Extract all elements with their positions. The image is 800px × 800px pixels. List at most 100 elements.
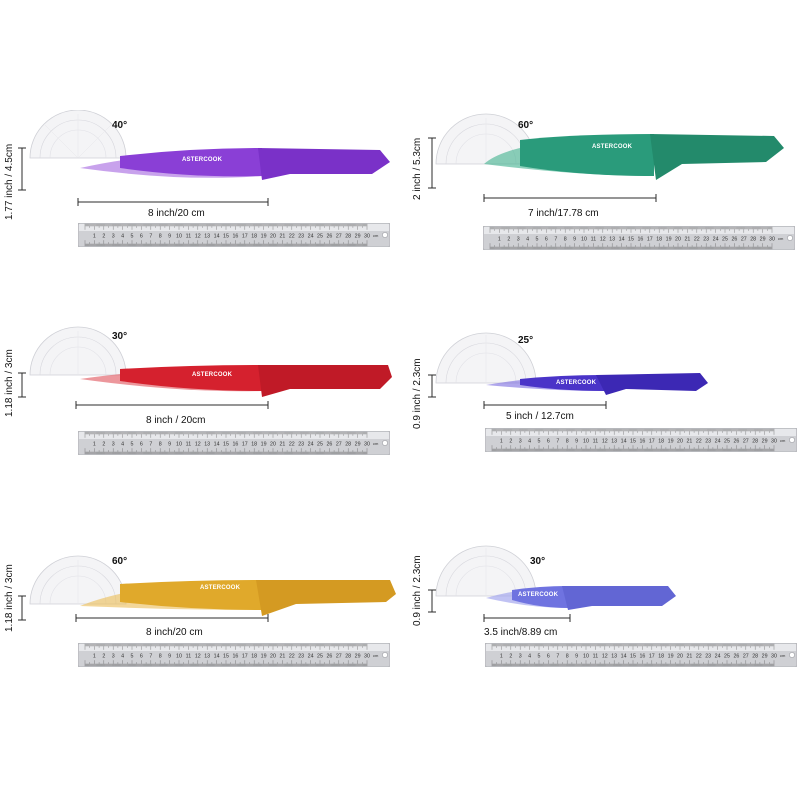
ruler-number: 16 — [639, 439, 645, 445]
ruler-number: 22 — [696, 439, 702, 445]
knife-panel-yellow: 60° ASTERCOOK 1.18 inch / 3cm 8 inch/20 … — [0, 540, 400, 800]
ruler-number: 22 — [694, 237, 700, 243]
length-label: 8 inch / 20cm — [146, 415, 205, 426]
ruler-number: 2 — [509, 439, 512, 445]
ruler-purple: 1 2 3 4 5 6 7 8 9 10 11 12 13 14 15 16 17 18 19 20 21 22 23 24 2… — [77, 222, 391, 248]
ruler-number: 25 — [317, 654, 323, 660]
ruler-number: 16 — [232, 234, 238, 240]
ruler-number: 3 — [519, 654, 522, 660]
ruler-number: 22 — [289, 234, 295, 240]
ruler-number: 13 — [611, 654, 617, 660]
ruler-number: 3 — [517, 237, 520, 243]
ruler-number: 11 — [186, 654, 192, 660]
ruler-number: 17 — [242, 234, 248, 240]
ruler-number: 6 — [547, 439, 550, 445]
knife-handle-red — [258, 365, 392, 397]
ruler-number: 30 — [364, 654, 370, 660]
angle-label: 30° — [112, 331, 127, 342]
ruler-number: 15 — [223, 442, 229, 448]
ruler-number: 20 — [677, 654, 683, 660]
ruler-number: 3 — [112, 654, 115, 660]
ruler-number: 9 — [575, 654, 578, 660]
ruler-number: 19 — [666, 237, 672, 243]
ruler-number: 10 — [581, 237, 587, 243]
ruler-number: 6 — [140, 442, 143, 448]
ruler-number: 3 — [112, 442, 115, 448]
ruler-number: 14 — [214, 442, 220, 448]
ruler-number: 18 — [658, 439, 664, 445]
ruler-number: 30 — [364, 442, 370, 448]
ruler-number: 2 — [507, 237, 510, 243]
ruler-number: 13 — [204, 654, 210, 660]
ruler-number: 20 — [270, 442, 276, 448]
ruler-number: 14 — [621, 654, 627, 660]
ruler-number: 19 — [261, 442, 267, 448]
height-label: 2 inch / 5.3cm — [412, 138, 423, 200]
ruler-number: 2 — [102, 234, 105, 240]
protractor-icon — [435, 332, 537, 384]
ruler-number: 1 — [93, 654, 96, 660]
ruler-blue: 1 2 3 4 5 6 7 8 9 10 11 12 13 14 15 16 17 18 19 20 21 22 23 24 2… — [484, 427, 798, 453]
ruler-number: 10 — [583, 439, 589, 445]
ruler-number: 13 — [204, 234, 210, 240]
ruler-number: 18 — [251, 234, 257, 240]
ruler-icon: 1 2 3 4 5 6 7 8 9 10 11 12 13 14 15 16 17 18 19 20 21 22 23 24 2… — [484, 427, 798, 453]
ruler-number: 7 — [149, 654, 152, 660]
height-label: 0.9 inch / 2.3cm — [412, 358, 423, 429]
brand-logo: ASTERCOOK — [518, 592, 559, 598]
ruler-number: 10 — [176, 234, 182, 240]
knife-figure: 60° ASTERCOOK 2 inch / 5.3cm 7 inch/17.7… — [412, 113, 784, 219]
knife-panel-blue: 25° ASTERCOOK 0.9 inch / 2.3cm 5 inch / … — [400, 325, 800, 585]
ruler-number: 10 — [583, 654, 589, 660]
knife-panel-red: 30° ASTERCOOK 1.18 inch / 3cm 8 inch / 2… — [0, 325, 400, 585]
ruler-number: 20 — [677, 439, 683, 445]
ruler-number: 24 — [713, 237, 719, 243]
ruler-number: 29 — [355, 234, 361, 240]
ruler-number: 12 — [602, 439, 608, 445]
ruler-number: 8 — [566, 439, 569, 445]
ruler-number: 29 — [760, 237, 766, 243]
ruler-number: 8 — [564, 237, 567, 243]
ruler-number: 7 — [556, 654, 559, 660]
ruler-number: 5 — [538, 654, 541, 660]
ruler-number: 23 — [705, 654, 711, 660]
length-label: 3.5 inch/8.89 cm — [484, 627, 557, 638]
ruler-number: 17 — [649, 439, 655, 445]
ruler-number: 26 — [733, 654, 739, 660]
ruler-number: 7 — [554, 237, 557, 243]
ruler-number: 4 — [121, 654, 124, 660]
ruler-number: 24 — [308, 442, 314, 448]
ruler-number: 9 — [168, 442, 171, 448]
length-label: 7 inch/17.78 cm — [528, 208, 599, 219]
ruler-number: 1 — [500, 439, 503, 445]
ruler-number: 15 — [223, 654, 229, 660]
knife-panel-purple: 40° ASTERCOOK 1.77 inch / 4.5cm 8 inch/2… — [0, 109, 400, 370]
ruler-number: 25 — [317, 234, 323, 240]
ruler-number: 26 — [733, 439, 739, 445]
protractor-icon — [29, 326, 127, 376]
ruler-number: 25 — [724, 439, 730, 445]
ruler-icon: 1 2 3 4 5 6 7 8 9 10 11 12 13 14 15 16 17 18 19 20 21 22 23 24 2… — [77, 430, 391, 456]
ruler-number: 23 — [298, 654, 304, 660]
ruler-unit: cm — [373, 653, 379, 658]
ruler-number: 1 — [500, 654, 503, 660]
ruler-number: 15 — [628, 237, 634, 243]
ruler-number: 25 — [724, 654, 730, 660]
ruler-number: 15 — [630, 654, 636, 660]
ruler-number: 12 — [602, 654, 608, 660]
ruler-number: 20 — [270, 654, 276, 660]
ruler-number: 10 — [176, 654, 182, 660]
knife-panel-green: 60° ASTERCOOK 2 inch / 5.3cm 7 inch/17.7… — [400, 110, 800, 370]
angle-label: 25° — [518, 335, 533, 346]
knife-figure: 25° ASTERCOOK 0.9 inch / 2.3cm 5 inch / … — [412, 332, 708, 429]
ruler-number: 26 — [326, 654, 332, 660]
ruler-number: 21 — [684, 237, 690, 243]
ruler-number: 28 — [345, 442, 351, 448]
ruler-number: 21 — [686, 439, 692, 445]
ruler-number: 8 — [159, 234, 162, 240]
ruler-number: 4 — [528, 439, 531, 445]
brand-logo: ASTERCOOK — [192, 372, 233, 378]
ruler-number: 14 — [214, 654, 220, 660]
ruler-number: 12 — [195, 654, 201, 660]
ruler-number: 13 — [611, 439, 617, 445]
